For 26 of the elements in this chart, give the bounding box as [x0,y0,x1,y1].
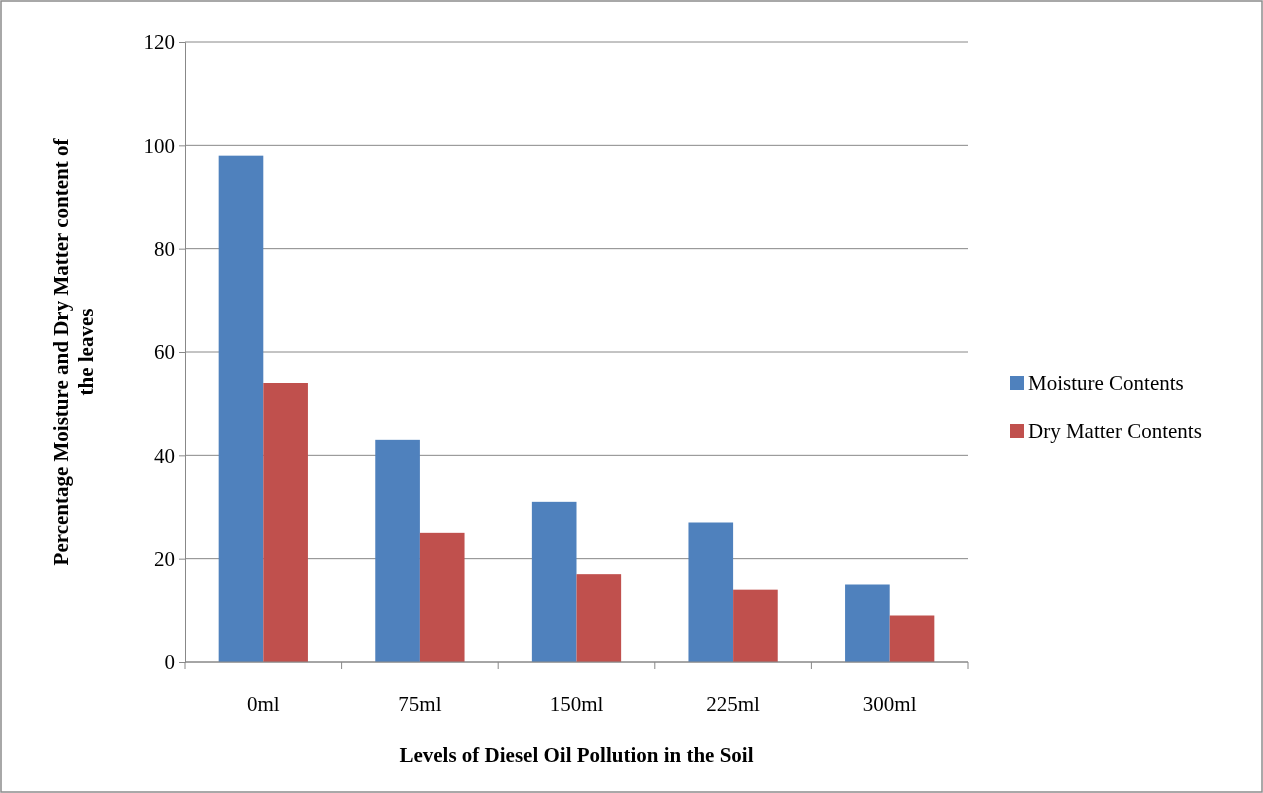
legend-label: Moisture Contents [1028,371,1184,395]
x-tick-label: 300ml [862,692,917,716]
x-axis-title: Levels of Diesel Oil Pollution in the Soil [399,743,754,767]
x-tick-label: 0ml [246,692,280,716]
y-tick-label: 40 [154,443,175,468]
bar [845,584,890,662]
y-tick-label: 120 [143,30,175,55]
legend-label: Dry Matter Contents [1028,419,1202,443]
bar [375,439,420,662]
bar [733,589,778,662]
y-axis-title: Percentage Moisture and Dry Matter content of the leaves [49,137,98,566]
x-tick-label: 75ml [398,692,442,716]
bar [419,532,465,662]
y-tick-label: 60 [154,340,175,365]
bar [263,383,308,662]
y-tick-label: 100 [143,133,175,158]
y-tick-label: 80 [154,236,175,261]
x-tick-label: 225ml [706,692,761,716]
bar [531,501,577,662]
bar [889,615,935,662]
y-tick-label: 20 [154,546,175,571]
y-tick-label: 0 [164,650,175,675]
x-tick-label: 150ml [549,692,604,716]
bar [218,155,264,662]
bar [688,522,734,662]
bar [576,574,622,662]
